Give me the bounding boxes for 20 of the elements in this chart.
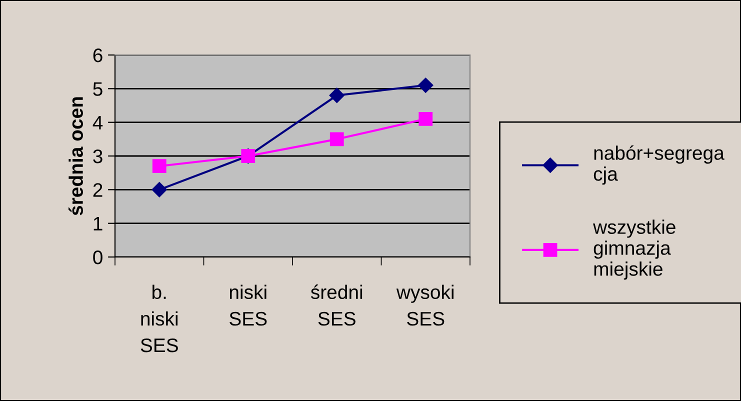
point bbox=[152, 159, 166, 174]
point bbox=[152, 182, 167, 198]
y-tick-label: 4 bbox=[92, 116, 103, 130]
x-tick-label: niski SES bbox=[230, 284, 267, 326]
y-tick-label: 3 bbox=[93, 149, 102, 164]
point bbox=[418, 112, 433, 126]
x-tick-label: średni SES bbox=[310, 284, 362, 326]
y-tick-label: 1 bbox=[94, 217, 102, 230]
y-tick-label: 0 bbox=[93, 250, 102, 264]
legend-label: wszystkie gimnazja miejskie bbox=[593, 220, 676, 280]
legend-label: nabór+segrega cja bbox=[594, 145, 724, 185]
point bbox=[329, 88, 344, 103]
y-tick-label: 2 bbox=[93, 183, 102, 197]
x-tick-label: b. niski SES bbox=[140, 284, 178, 352]
point bbox=[330, 132, 344, 146]
x-tick-label: wysoki SES bbox=[396, 284, 454, 326]
y-tick-label: 5 bbox=[93, 82, 102, 96]
point bbox=[418, 78, 434, 93]
y-tick-label: 6 bbox=[93, 48, 102, 62]
y-axis-title: średnia ocen bbox=[68, 97, 83, 216]
